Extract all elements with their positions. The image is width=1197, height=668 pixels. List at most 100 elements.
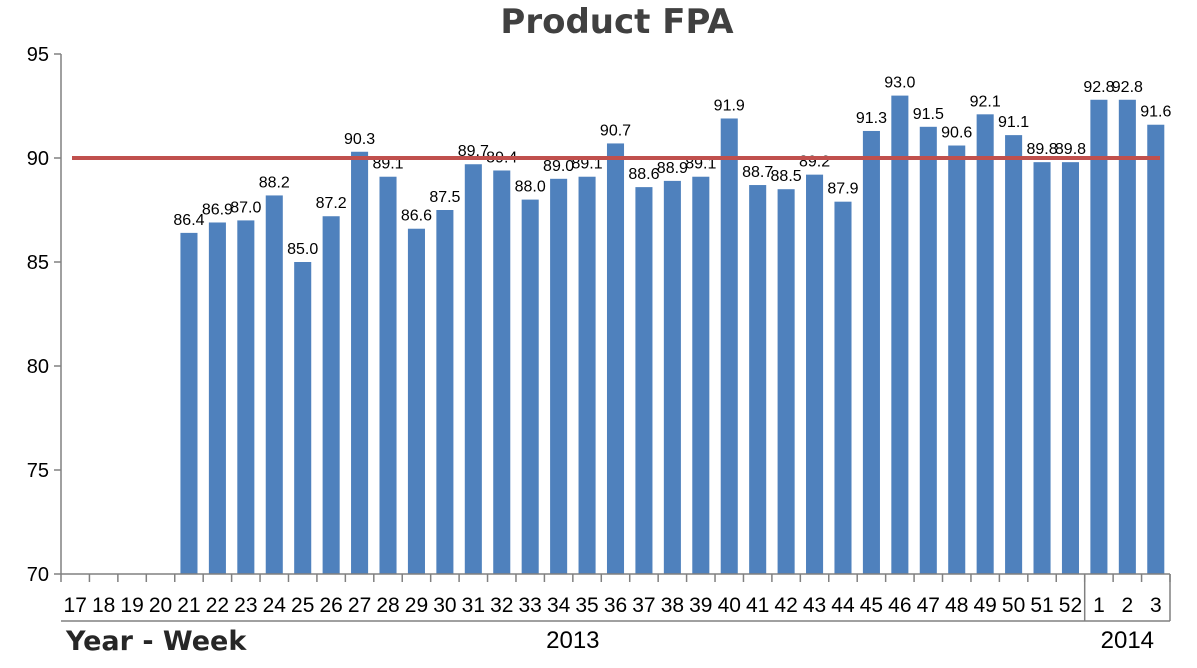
bar <box>749 185 767 575</box>
x-tick-label: 36 <box>604 594 627 617</box>
bar <box>407 228 425 574</box>
data-label: 85.0 <box>287 241 318 258</box>
data-label: 89.8 <box>1026 141 1057 158</box>
x-tick-label: 30 <box>433 594 456 617</box>
x-tick-label: 1 <box>1093 594 1105 617</box>
data-label: 88.5 <box>771 168 802 185</box>
year-groups: 2013 2014 <box>61 574 1171 654</box>
x-tick-label: 22 <box>206 594 229 617</box>
bar <box>862 130 880 574</box>
x-tick-label: 35 <box>575 594 598 617</box>
x-tick-label: 17 <box>64 594 87 617</box>
x-tick-label: 34 <box>547 594 571 617</box>
x-tick-label: 19 <box>120 594 143 617</box>
data-label: 91.9 <box>714 97 745 114</box>
bar <box>1033 162 1051 574</box>
bar <box>436 210 454 574</box>
data-label: 92.1 <box>970 93 1001 110</box>
data-label: 92.8 <box>1083 79 1114 96</box>
bar <box>578 176 596 574</box>
bar <box>1147 124 1165 574</box>
data-label: 91.3 <box>856 110 887 127</box>
data-label: 90.6 <box>941 125 972 142</box>
x-tick-label: 42 <box>774 594 797 617</box>
data-label: 86.4 <box>173 212 204 229</box>
bar <box>464 164 482 575</box>
y-tick-label: 90 <box>27 148 49 170</box>
x-tick-label: 48 <box>945 594 968 617</box>
chart-title: Product FPA <box>500 2 734 42</box>
x-tick-label: 47 <box>917 594 940 617</box>
y-tick-label: 95 <box>27 44 49 66</box>
bar <box>948 145 966 574</box>
data-label: 90.3 <box>344 131 375 148</box>
bar <box>834 201 852 574</box>
data-label: 87.2 <box>316 195 347 212</box>
data-label: 86.6 <box>401 208 432 225</box>
x-tick-label: 23 <box>234 594 257 617</box>
x-tick-label: 39 <box>689 594 712 617</box>
x-tick-label: 38 <box>661 594 684 617</box>
data-label: 88.0 <box>515 179 546 196</box>
x-tick-label: 18 <box>92 594 115 617</box>
x-tick-label: 51 <box>1030 594 1053 617</box>
bar <box>237 220 255 574</box>
data-label: 91.6 <box>1140 104 1171 121</box>
bar <box>606 143 625 574</box>
bar <box>976 114 994 574</box>
data-label: 93.0 <box>884 75 915 92</box>
x-tick-label: 31 <box>462 594 485 617</box>
y-axis: 70 75 80 85 90 95 <box>27 44 62 586</box>
year-label: 2014 <box>1101 627 1154 654</box>
bar <box>806 174 824 574</box>
bar <box>692 176 710 574</box>
data-label: 88.7 <box>742 164 773 181</box>
bar <box>493 170 511 575</box>
data-label: 87.9 <box>827 181 858 198</box>
bar <box>777 189 795 574</box>
x-tick-label: 32 <box>490 594 513 617</box>
x-tick-label: 41 <box>746 594 769 617</box>
bar <box>891 95 909 574</box>
bar <box>663 180 681 574</box>
bar <box>351 151 369 574</box>
data-label: 87.0 <box>230 199 261 216</box>
bar <box>208 222 226 575</box>
bar <box>1061 162 1080 574</box>
data-label: 91.1 <box>998 114 1029 131</box>
x-tick-label: 49 <box>973 594 996 617</box>
x-tick-label: 29 <box>405 594 428 617</box>
bar <box>180 232 198 574</box>
y-tick-label: 80 <box>27 356 49 378</box>
y-tick-label: 75 <box>27 460 49 482</box>
bar <box>521 199 539 574</box>
x-tick-label: 40 <box>718 594 741 617</box>
data-label: 88.9 <box>657 160 688 177</box>
year-label: 2013 <box>546 627 599 654</box>
bar <box>379 176 397 574</box>
y-tick-label: 70 <box>27 564 49 586</box>
x-tick-label: 46 <box>888 594 911 617</box>
x-tick-label: 37 <box>632 594 655 617</box>
data-labels: 86.486.987.088.285.087.290.389.186.687.5… <box>173 75 1171 258</box>
y-tick-label: 85 <box>27 252 49 274</box>
x-tick-label: 20 <box>149 594 172 617</box>
x-tick-label: 52 <box>1059 594 1082 617</box>
data-label: 91.5 <box>913 106 944 123</box>
x-tick-label: 21 <box>177 594 200 617</box>
bar <box>635 187 653 574</box>
x-tick-label: 43 <box>803 594 826 617</box>
bar-series <box>180 95 1165 575</box>
data-label: 88.2 <box>259 174 290 191</box>
data-label: 86.9 <box>202 201 233 218</box>
x-axis-label: Year - Week <box>65 626 247 657</box>
bar <box>265 195 283 574</box>
x-tick-label: 25 <box>291 594 314 617</box>
data-label: 89.7 <box>458 143 489 160</box>
data-label: 92.8 <box>1112 79 1143 96</box>
x-tick-label: 2 <box>1122 594 1134 617</box>
x-tick-label: 33 <box>519 594 542 617</box>
x-axis: 17 18 19 20 21 22 23 24 25 26 27 28 29 30 31 32 33 34 35 36… <box>60 573 1171 617</box>
x-tick-label: 26 <box>319 594 342 617</box>
